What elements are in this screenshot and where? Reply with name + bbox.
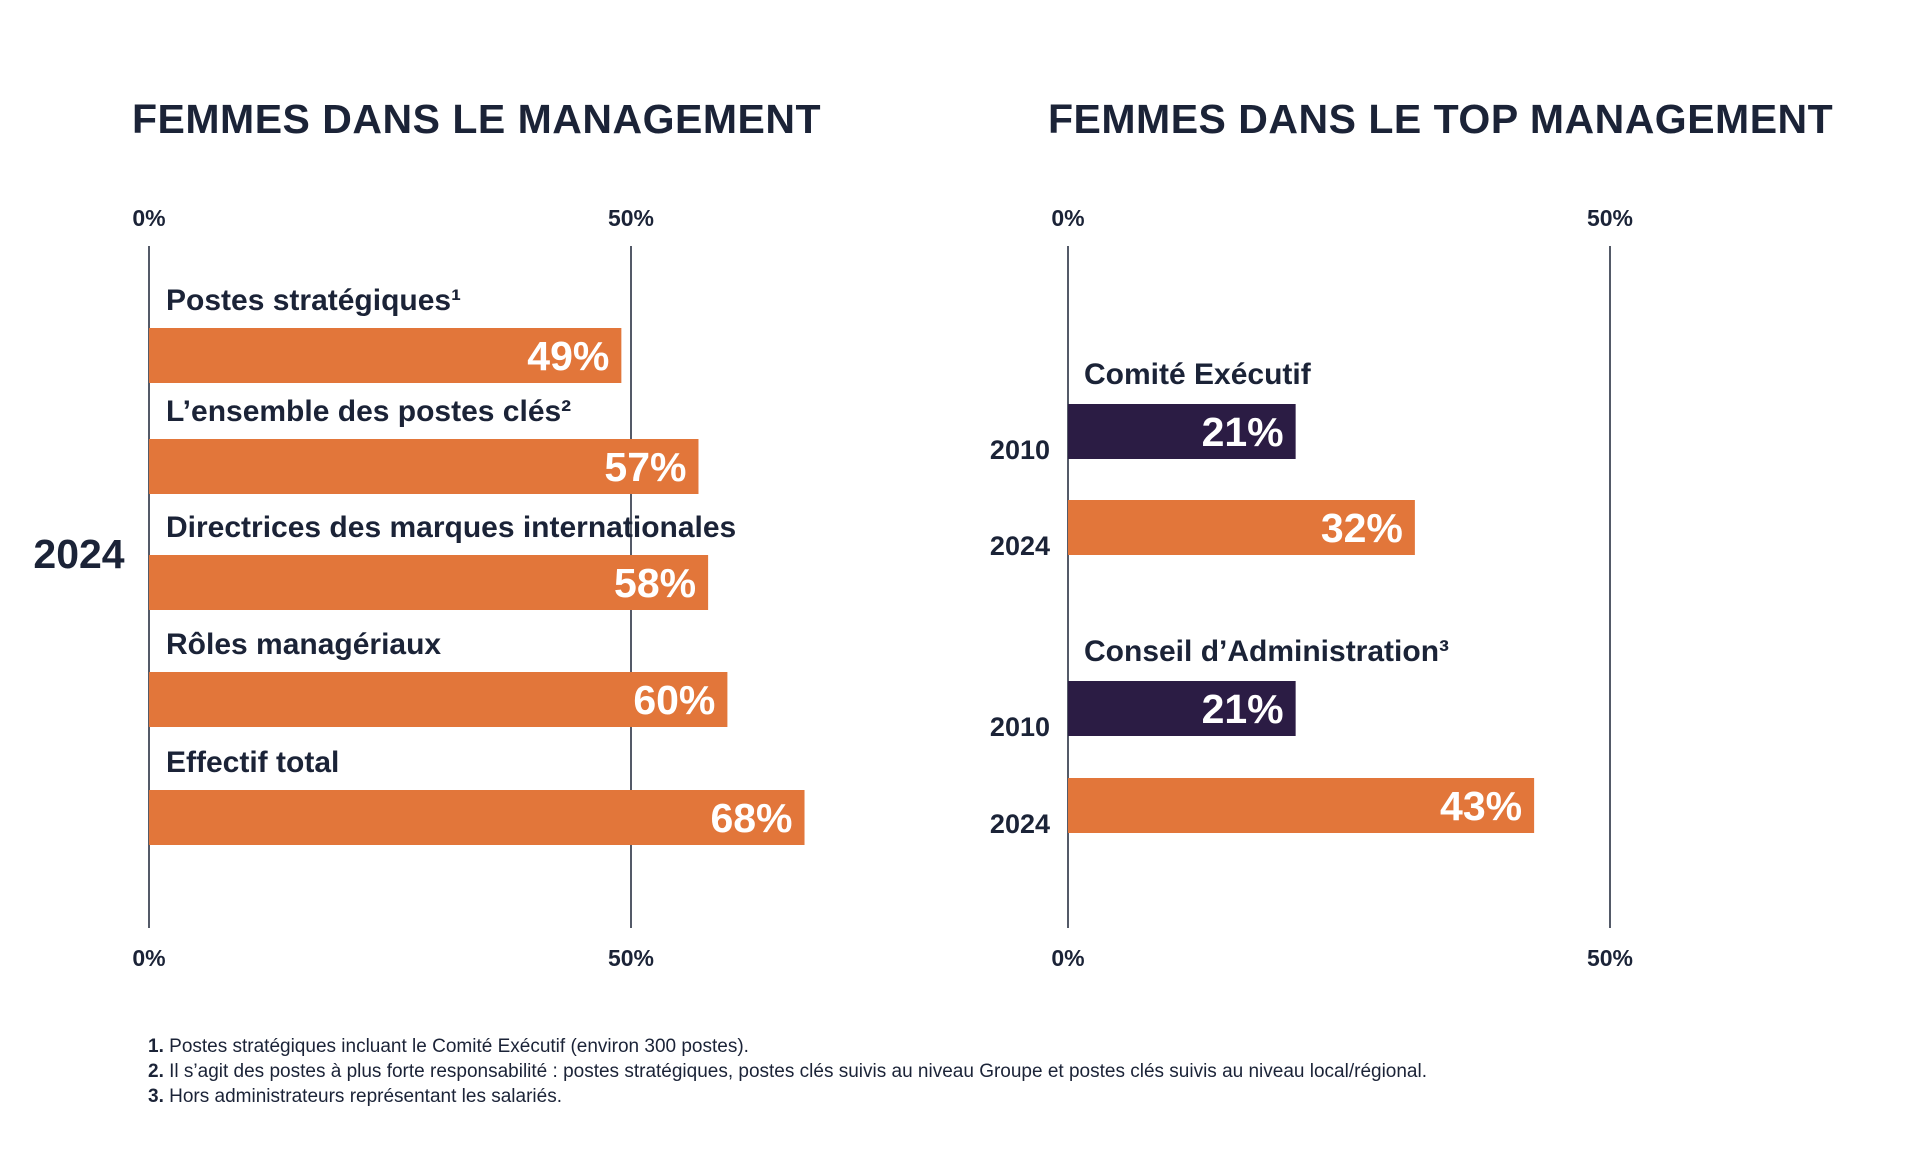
data-label: 43% [1440, 783, 1522, 829]
data-label: 21% [1202, 409, 1284, 455]
group-name: Conseil d’Administration³ [1084, 635, 1449, 668]
bar [149, 439, 699, 494]
left-tick-bottom-1: 50% [608, 945, 654, 971]
bar [149, 328, 622, 383]
group-name: Comité Exécutif [1084, 358, 1312, 391]
bar [149, 555, 709, 610]
category-label: L’ensemble des postes clés² [166, 395, 571, 428]
category-label: Directrices des marques internationales [166, 511, 736, 544]
bar [149, 672, 728, 727]
year-label: 2010 [990, 435, 1050, 465]
year-label: 2010 [990, 712, 1050, 742]
left-tick-top-0: 0% [132, 205, 165, 231]
chart-title-top-management: FEMMES DANS LE TOP MANAGEMENT [1048, 96, 1834, 142]
footnotes: 1. Postes stratégiques incluant le Comit… [148, 1034, 1427, 1109]
category-label: Effectif total [166, 746, 339, 779]
footnote-1: 1. Postes stratégiques incluant le Comit… [148, 1036, 749, 1057]
data-label: 57% [604, 444, 686, 490]
footnote-2: 2. Il s’agit des postes à plus forte res… [148, 1061, 1427, 1082]
data-label: 68% [710, 795, 792, 841]
left-tick-bottom-0: 0% [132, 945, 165, 971]
right-tick-bottom-1: 50% [1587, 945, 1633, 971]
data-label: 21% [1202, 686, 1284, 732]
right-tick-bottom-0: 0% [1051, 945, 1084, 971]
year-label: 2024 [990, 531, 1050, 561]
category-label: Postes stratégiques¹ [166, 284, 461, 317]
left-tick-top-1: 50% [608, 205, 654, 231]
bar [1068, 681, 1296, 736]
data-label: 49% [527, 333, 609, 379]
group-label-2024: 2024 [33, 531, 124, 577]
right-tick-top-1: 50% [1587, 205, 1633, 231]
chart-title-management: FEMMES DANS LE MANAGEMENT [132, 96, 821, 142]
footnote-3: 3. Hors administrateurs représentant les… [148, 1086, 562, 1107]
year-label: 2024 [990, 809, 1050, 839]
category-label: Rôles managériaux [166, 628, 441, 661]
data-label: 58% [614, 560, 696, 606]
data-label: 32% [1321, 505, 1403, 551]
bar [1068, 778, 1535, 833]
data-label: 60% [633, 677, 715, 723]
right-tick-top-0: 0% [1051, 205, 1084, 231]
bar [1068, 500, 1415, 555]
bar [149, 790, 805, 845]
bar [1068, 404, 1296, 459]
